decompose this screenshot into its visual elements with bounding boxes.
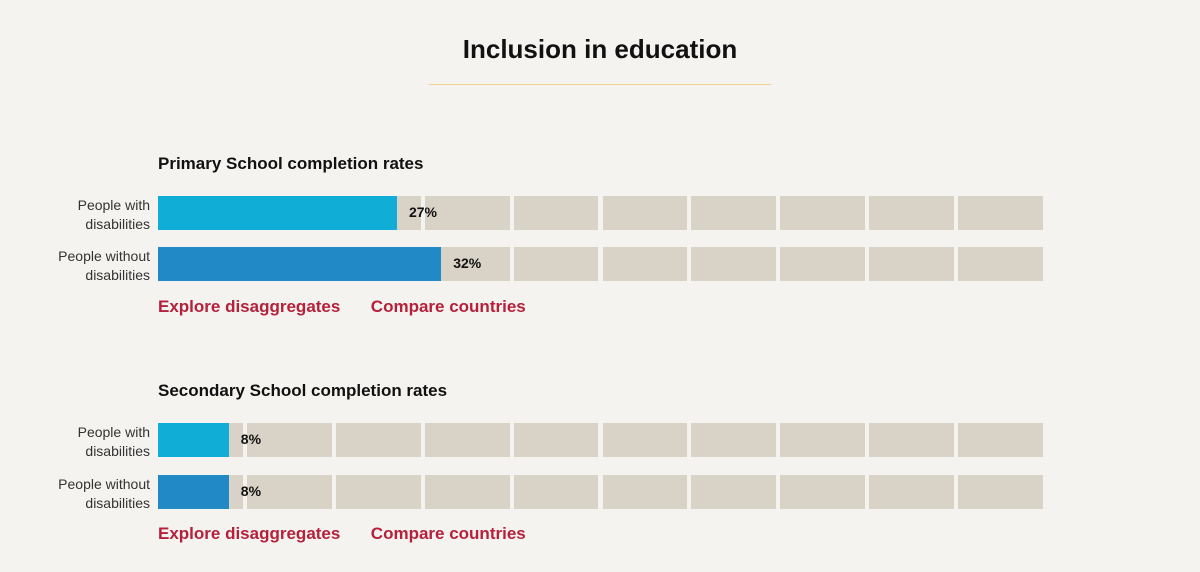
section-links: Explore disaggregates Compare countries [158,524,552,544]
section-links: Explore disaggregates Compare countries [158,297,552,317]
grid-segment [424,423,510,457]
explore-disaggregates-link[interactable]: Explore disaggregates [158,297,341,316]
explore-disaggregates-link[interactable]: Explore disaggregates [158,524,341,543]
grid-segment [246,475,332,509]
bar-row-without-disabilities: People without disabilities 8% [0,475,1200,511]
grid-segment [602,247,688,281]
grid-segment [513,475,599,509]
grid-segment [958,247,1043,281]
bar-track-without-disabilities [158,475,1043,509]
grid-segment [780,475,866,509]
grid-segment [513,247,599,281]
bar-fill [158,475,229,509]
section-title-secondary: Secondary School completion rates [158,381,448,400]
grid-segment [335,423,421,457]
grid-segment [869,475,955,509]
bar-row-with-disabilities: People with disabilities 27% [0,196,1200,232]
grid-segment [246,423,332,457]
category-label-without-disabilities: People without disabilities [58,476,150,511]
grid-segment [691,423,777,457]
value-label: 32% [453,255,482,271]
category-label-with-disabilities: People with disabilities [77,424,150,459]
grid-segment [869,196,955,230]
bar-row-without-disabilities: People without disabilities 32% [0,247,1200,283]
grid-segment [335,475,421,509]
bar-row-with-disabilities: People with disabilities 8% [0,423,1200,459]
grid-segment [424,475,510,509]
grid-segment [780,196,866,230]
value-label: 27% [408,204,437,220]
grid-segment [780,247,866,281]
grid-segment [958,423,1043,457]
title-divider [429,84,771,85]
grid-segment [691,247,777,281]
bar-track-without-disabilities [158,247,1043,281]
category-label-without-disabilities: People without disabilities [58,248,150,283]
grid-segment [602,423,688,457]
category-label-with-disabilities: People with disabilities [77,197,150,232]
bar-fill [158,196,397,230]
grid-segment [869,247,955,281]
bar-fill [158,247,442,281]
grid-segment [691,196,777,230]
grid-segment [958,475,1043,509]
bar-track-with-disabilities [158,196,1043,230]
grid-segment [869,423,955,457]
value-label: 8% [240,431,262,447]
section-title-primary: Primary School completion rates [158,154,424,173]
page-title: Inclusion in education [462,34,738,64]
bar-track-with-disabilities [158,423,1043,457]
compare-countries-link[interactable]: Compare countries [370,297,526,316]
grid-segment [602,475,688,509]
grid-segment [424,196,510,230]
grid-segment [780,423,866,457]
value-label: 8% [240,483,262,499]
grid-segment [602,196,688,230]
grid-segment [691,475,777,509]
grid-segment [513,423,599,457]
grid-segment [958,196,1043,230]
grid-segment [513,196,599,230]
bar-fill [158,423,229,457]
compare-countries-link[interactable]: Compare countries [370,524,526,543]
